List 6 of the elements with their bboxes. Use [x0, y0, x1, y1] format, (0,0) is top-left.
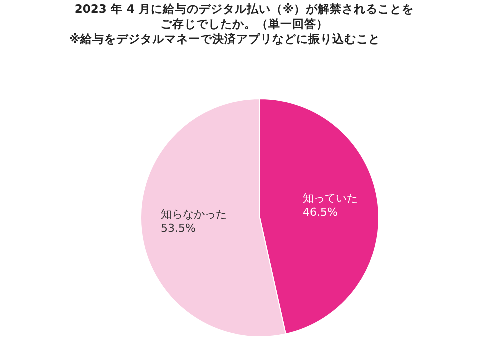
slice-label: 知らなかった — [161, 208, 228, 221]
data-label: 53.5% — [161, 222, 196, 235]
slice-label: 知っていた — [302, 192, 358, 206]
chart-title: 2023 年 4 月に給与のデジタル払い（※）が解禁されることをご存じでしたか。（単一回答） — [74, 2, 416, 32]
text: ※給与をデジタルマネーで決済アプリなどに振り込むこと — [70, 32, 382, 47]
data-label: 46.5% — [302, 206, 338, 220]
